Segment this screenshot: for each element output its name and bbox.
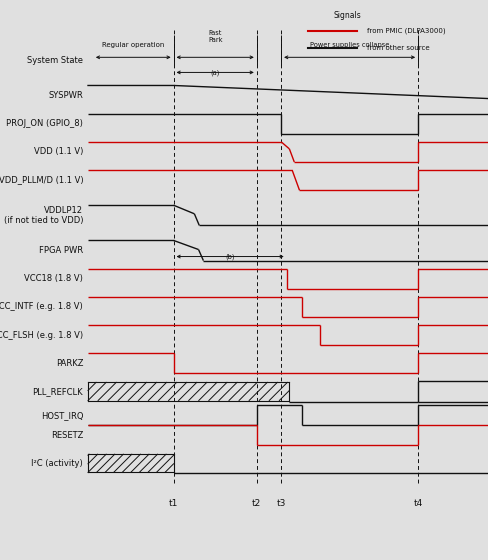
Text: FPGA PWR: FPGA PWR (39, 246, 83, 255)
Text: t3: t3 (276, 498, 285, 507)
Text: t4: t4 (413, 498, 422, 507)
Text: RESETZ: RESETZ (51, 431, 83, 440)
Text: PARKZ: PARKZ (56, 359, 83, 368)
Text: (b): (b) (225, 253, 234, 260)
Text: VCC_INTF (e.g. 1.8 V): VCC_INTF (e.g. 1.8 V) (0, 302, 83, 311)
Text: from other source: from other source (366, 45, 428, 50)
Text: Fast
Park: Fast Park (207, 30, 222, 43)
Text: (a): (a) (210, 69, 220, 76)
Text: VCC_FLSH (e.g. 1.8 V): VCC_FLSH (e.g. 1.8 V) (0, 330, 83, 339)
Text: I²C (activity): I²C (activity) (31, 459, 83, 468)
Text: Regular operation: Regular operation (102, 42, 164, 48)
Text: System State: System State (27, 56, 83, 65)
Text: t2: t2 (252, 498, 261, 507)
Text: Signals: Signals (333, 11, 360, 20)
Text: VDDLP12
(if not tied to VDD): VDDLP12 (if not tied to VDD) (3, 206, 83, 225)
Text: Power supplies collapse: Power supplies collapse (309, 42, 388, 48)
Text: HOST_IRQ: HOST_IRQ (41, 411, 83, 420)
Text: PLL_REFCLK: PLL_REFCLK (32, 387, 83, 396)
Text: t1: t1 (168, 498, 178, 507)
Text: from PMIC (DLPA3000): from PMIC (DLPA3000) (366, 27, 445, 34)
Text: VDD (1.1 V): VDD (1.1 V) (34, 147, 83, 156)
Text: VDD_PLLM/D (1.1 V): VDD_PLLM/D (1.1 V) (0, 176, 83, 185)
Text: SYSPWR: SYSPWR (48, 91, 83, 100)
Text: VCC18 (1.8 V): VCC18 (1.8 V) (24, 274, 83, 283)
Text: PROJ_ON (GPIO_8): PROJ_ON (GPIO_8) (6, 119, 83, 128)
